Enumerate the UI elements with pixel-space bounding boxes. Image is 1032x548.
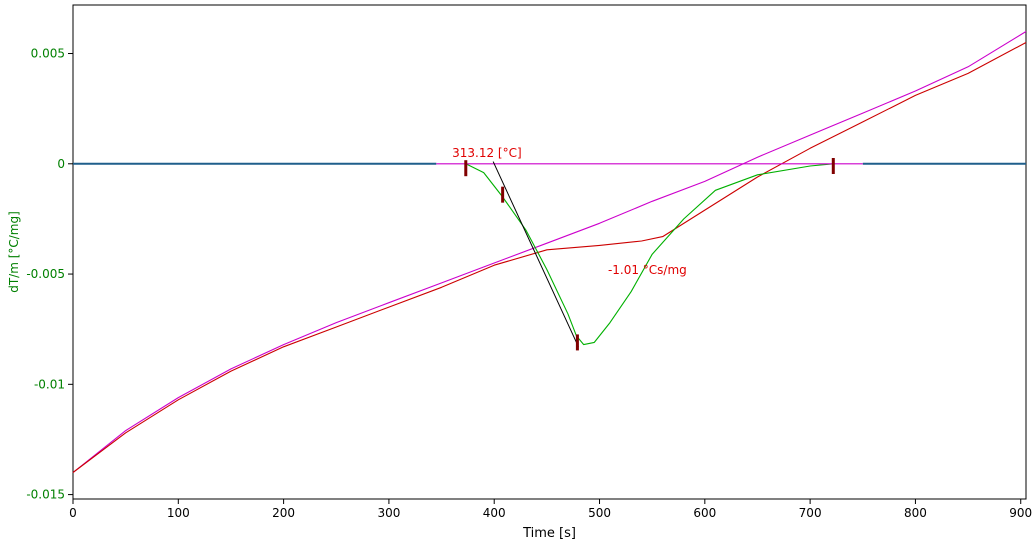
annotation-label-0: 313.12 [°C]: [452, 146, 522, 160]
y-tick-label: -0.015: [26, 488, 65, 502]
axes-layer: 0 100 200 300 400 500 600 700 800 900 0.005 0 -0.005…: [7, 4, 1032, 541]
tangent-line: [492, 161, 579, 348]
series-line-1: [72, 42, 1027, 473]
y-tick-label: -0.005: [26, 267, 65, 281]
y-axis-label: dT/m [°C/mg]: [7, 211, 21, 293]
x-tick-label: 400: [483, 506, 506, 520]
x-tick-label: 100: [167, 506, 190, 520]
y-tick-label: 0.005: [31, 47, 65, 61]
series-line-2: [465, 163, 834, 346]
x-tick-label: 900: [1009, 506, 1032, 520]
annotation-label-1: -1.01 °Cs/mg: [608, 263, 687, 277]
x-tick-label: 300: [377, 506, 400, 520]
x-tick-label: 500: [588, 506, 611, 520]
x-tick-label: 0: [69, 506, 77, 520]
x-axis-label: Time [s]: [522, 526, 576, 541]
y-tick-label: 0: [57, 157, 65, 171]
series-line-0: [72, 31, 1027, 473]
x-tick-label: 800: [904, 506, 927, 520]
x-tick-label: 200: [272, 506, 295, 520]
markers-layer: [464, 157, 835, 351]
plot-frame: [72, 4, 1027, 500]
annotations-layer: 313.12 [°C] -1.01 °Cs/mg: [452, 146, 687, 277]
x-tick-label: 600: [693, 506, 716, 520]
series-layer: [72, 31, 1027, 473]
x-tick-label: 700: [799, 506, 822, 520]
y-tick-label: -0.01: [34, 377, 65, 391]
